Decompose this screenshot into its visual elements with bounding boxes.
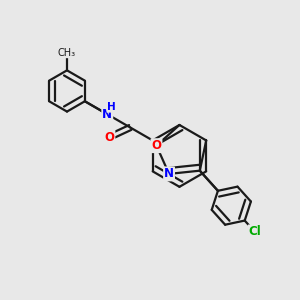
Text: CH₃: CH₃ [58, 48, 76, 58]
Text: O: O [104, 131, 114, 144]
Text: N: N [102, 108, 112, 121]
Text: N: N [164, 167, 174, 180]
Text: Cl: Cl [249, 225, 261, 239]
Text: H: H [107, 102, 116, 112]
Text: O: O [152, 139, 161, 152]
